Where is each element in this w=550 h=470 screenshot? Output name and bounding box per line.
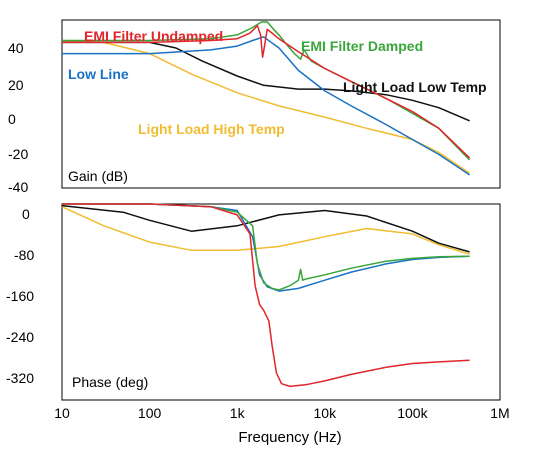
- label-light-load-high-temp: Light Load High Temp: [138, 121, 285, 137]
- label-emi-filter-undamped: EMI Filter Undamped: [84, 28, 223, 44]
- phase-series-light-load-low-temp: [61, 204, 470, 253]
- phase-panel: 0 -80 -160 -240 -320 Phase (deg) 10 100 1k…: [6, 203, 510, 446]
- gain-series-emi-filter-undamped: [62, 24, 471, 159]
- gain-series-group: [61, 21, 471, 176]
- gain-tick-label: 0: [8, 111, 16, 127]
- gain-tick-label: -40: [8, 179, 28, 195]
- phase-series-emi-filter-damped: [62, 203, 470, 291]
- gain-series-light-load-high-temp: [61, 39, 471, 174]
- gain-tick-label: -20: [8, 146, 28, 162]
- phase-series-light-load-high-temp: [61, 206, 470, 255]
- phase-tick-label: -240: [6, 329, 34, 345]
- phase-tick-label: 0: [22, 206, 30, 222]
- gain-axis-label: Gain (dB): [68, 168, 128, 184]
- x-tick-label: 100k: [397, 405, 428, 421]
- label-low-line: Low Line: [68, 66, 129, 82]
- x-tick-label: 10k: [314, 405, 338, 421]
- gain-panel: 40 20 0 -20 -40 Gain (dB) EMI Filter Und…: [8, 19, 501, 195]
- x-tick-label: 1k: [230, 405, 246, 421]
- phase-y-ticks: 0 -80 -160 -240 -320: [6, 206, 34, 386]
- x-tick-label: 100: [138, 405, 162, 421]
- gain-y-ticks: 40 20 0 -20 -40: [8, 40, 28, 195]
- gain-plot-frame: [61, 19, 501, 189]
- phase-tick-label: -80: [14, 247, 34, 263]
- phase-plot-frame: [61, 203, 501, 401]
- x-axis-label: Frequency (Hz): [238, 429, 341, 446]
- label-light-load-low-temp: Light Load Low Temp: [343, 79, 487, 95]
- x-axis-ticks: 10 100 1k 10k 100k 1M: [54, 405, 510, 421]
- gain-series-light-load-low-temp: [62, 41, 470, 122]
- x-tick-label: 10: [54, 405, 70, 421]
- phase-tick-label: -160: [6, 288, 34, 304]
- gain-series-low-line: [62, 36, 471, 176]
- phase-series-emi-filter-undamped: [62, 203, 470, 388]
- gain-series-labels: EMI Filter Undamped EMI Filter Damped Lo…: [68, 28, 487, 137]
- gain-tick-label: 20: [8, 77, 24, 93]
- label-emi-filter-damped: EMI Filter Damped: [301, 38, 423, 54]
- phase-tick-label: -320: [6, 370, 34, 386]
- phase-series-group: [61, 203, 470, 388]
- phase-axis-label: Phase (deg): [72, 374, 148, 390]
- gain-tick-label: 40: [8, 40, 24, 56]
- x-tick-label: 1M: [490, 405, 509, 421]
